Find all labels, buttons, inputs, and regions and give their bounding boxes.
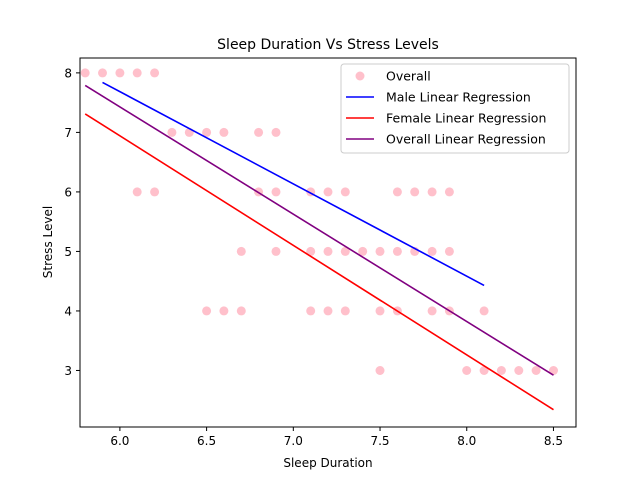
legend-label: Male Linear Regression bbox=[386, 90, 531, 105]
legend: Overall Male Linear Regression Female Line… bbox=[340, 63, 570, 154]
scatter-point bbox=[167, 127, 177, 137]
scatter-point bbox=[236, 306, 246, 316]
scatter-point bbox=[479, 306, 489, 316]
legend-label: Female Linear Regression bbox=[386, 111, 546, 126]
scatter-point bbox=[531, 366, 541, 375]
legend-box bbox=[340, 63, 570, 154]
scatter-point bbox=[115, 68, 125, 78]
y-tick-label: 5 bbox=[64, 245, 72, 259]
scatter-point bbox=[375, 366, 385, 375]
x-tick-label: 6.0 bbox=[110, 434, 129, 448]
y-tick-label: 3 bbox=[64, 364, 72, 378]
scatter-point bbox=[358, 246, 368, 256]
scatter-point bbox=[271, 127, 281, 137]
x-tick-label: 6.5 bbox=[197, 434, 216, 448]
x-tick-label: 7.5 bbox=[370, 434, 389, 448]
scatter-point bbox=[98, 68, 107, 78]
legend-label: Overall Linear Regression bbox=[386, 132, 546, 147]
scatter-point bbox=[427, 246, 437, 256]
regression-lines bbox=[84, 81, 554, 411]
chart-title: Sleep Duration Vs Stress Levels bbox=[217, 37, 439, 53]
scatter-point bbox=[80, 68, 90, 78]
regression-line-2 bbox=[84, 113, 554, 411]
scatter-points bbox=[80, 68, 558, 375]
legend-marker bbox=[355, 71, 365, 81]
x-tick-label: 8.5 bbox=[544, 434, 563, 448]
scatter-point bbox=[254, 127, 264, 137]
scatter-point bbox=[392, 187, 402, 197]
scatter-point bbox=[219, 306, 229, 316]
scatter-point bbox=[236, 246, 246, 256]
y-tick-label: 4 bbox=[64, 304, 72, 318]
scatter-point bbox=[271, 187, 281, 197]
scatter-point bbox=[150, 187, 160, 197]
scatter-point bbox=[132, 187, 142, 197]
plot-frame bbox=[79, 57, 577, 428]
scatter-point bbox=[271, 246, 281, 256]
scatter-point bbox=[410, 187, 420, 197]
y-tick-label: 8 bbox=[64, 66, 72, 80]
scatter-point bbox=[340, 246, 350, 256]
y-axis-ticks: 3 4 5 6 7 8 bbox=[64, 66, 80, 378]
scatter-point bbox=[340, 306, 350, 316]
scatter-point bbox=[479, 366, 489, 375]
scatter-point bbox=[202, 127, 212, 137]
scatter-point bbox=[549, 366, 558, 375]
scatter-point bbox=[496, 366, 506, 375]
scatter-point bbox=[219, 127, 229, 137]
x-axis-title: Sleep Duration bbox=[283, 456, 372, 470]
scatter-point bbox=[514, 366, 524, 375]
x-tick-label: 8.0 bbox=[457, 434, 476, 448]
scatter-point bbox=[427, 306, 437, 316]
scatter-point bbox=[392, 246, 402, 256]
scatter-point bbox=[323, 187, 333, 197]
legend-items: Overall Male Linear Regression Female Line… bbox=[346, 69, 546, 147]
scatter-point bbox=[306, 246, 316, 256]
y-tick-label: 6 bbox=[64, 185, 72, 199]
scatter-point bbox=[340, 187, 350, 197]
scatter-point bbox=[375, 246, 385, 256]
y-tick-label: 7 bbox=[64, 126, 72, 140]
scatter-point bbox=[202, 306, 212, 316]
scatter-point bbox=[132, 68, 142, 78]
scatter-point bbox=[444, 246, 454, 256]
scatter-point bbox=[150, 68, 160, 78]
x-tick-label: 7.0 bbox=[284, 434, 303, 448]
x-axis-ticks: 6.0 6.5 7.0 7.5 8.0 8.5 bbox=[110, 427, 563, 448]
scatter-point bbox=[375, 306, 385, 316]
legend-label: Overall bbox=[386, 69, 431, 84]
regression-line-3 bbox=[84, 84, 554, 376]
scatter-point bbox=[444, 187, 454, 197]
regression-line-1 bbox=[102, 81, 485, 287]
scatter-point bbox=[323, 306, 333, 316]
scatter-point bbox=[323, 246, 333, 256]
y-axis-title: Stress Level bbox=[41, 206, 55, 278]
scatter-point bbox=[306, 306, 316, 316]
scatter-point bbox=[462, 366, 472, 375]
scatter-point bbox=[427, 187, 437, 197]
